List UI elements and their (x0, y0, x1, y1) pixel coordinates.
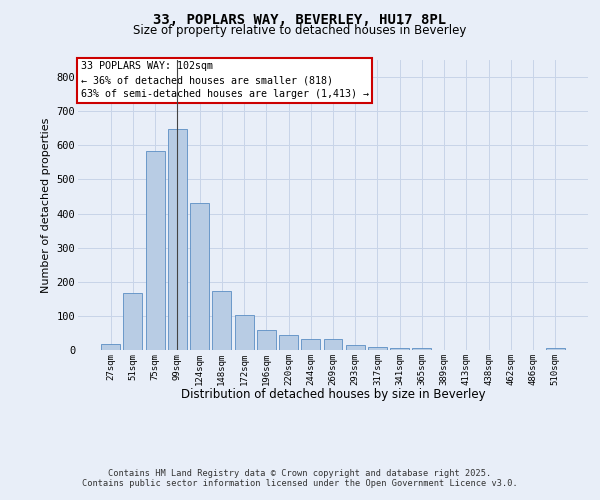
Bar (146, 152, 164, 350)
Bar (101, 344, 120, 350)
Bar (168, 129, 187, 350)
Bar (124, 292, 142, 350)
Bar (323, 339, 343, 350)
Bar (301, 339, 320, 350)
Bar (412, 348, 431, 350)
Text: Contains public sector information licensed under the Open Government Licence v3: Contains public sector information licen… (82, 479, 518, 488)
Bar (190, 202, 209, 350)
Bar (390, 348, 409, 350)
Bar (346, 345, 365, 350)
Text: Size of property relative to detached houses in Beverley: Size of property relative to detached ho… (133, 24, 467, 37)
Y-axis label: Number of detached properties: Number of detached properties (41, 118, 51, 292)
Text: 33 POPLARS WAY: 102sqm
← 36% of detached houses are smaller (818)
63% of semi-de: 33 POPLARS WAY: 102sqm ← 36% of detached… (80, 62, 368, 100)
Text: 33, POPLARS WAY, BEVERLEY, HU17 8PL: 33, POPLARS WAY, BEVERLEY, HU17 8PL (154, 12, 446, 26)
Bar (279, 335, 298, 350)
Bar (546, 348, 565, 350)
Bar (212, 292, 231, 350)
Bar (368, 346, 387, 350)
Bar (257, 330, 276, 350)
Text: Contains HM Land Registry data © Crown copyright and database right 2025.: Contains HM Land Registry data © Crown c… (109, 469, 491, 478)
Bar (235, 315, 254, 350)
X-axis label: Distribution of detached houses by size in Beverley: Distribution of detached houses by size … (181, 388, 485, 401)
